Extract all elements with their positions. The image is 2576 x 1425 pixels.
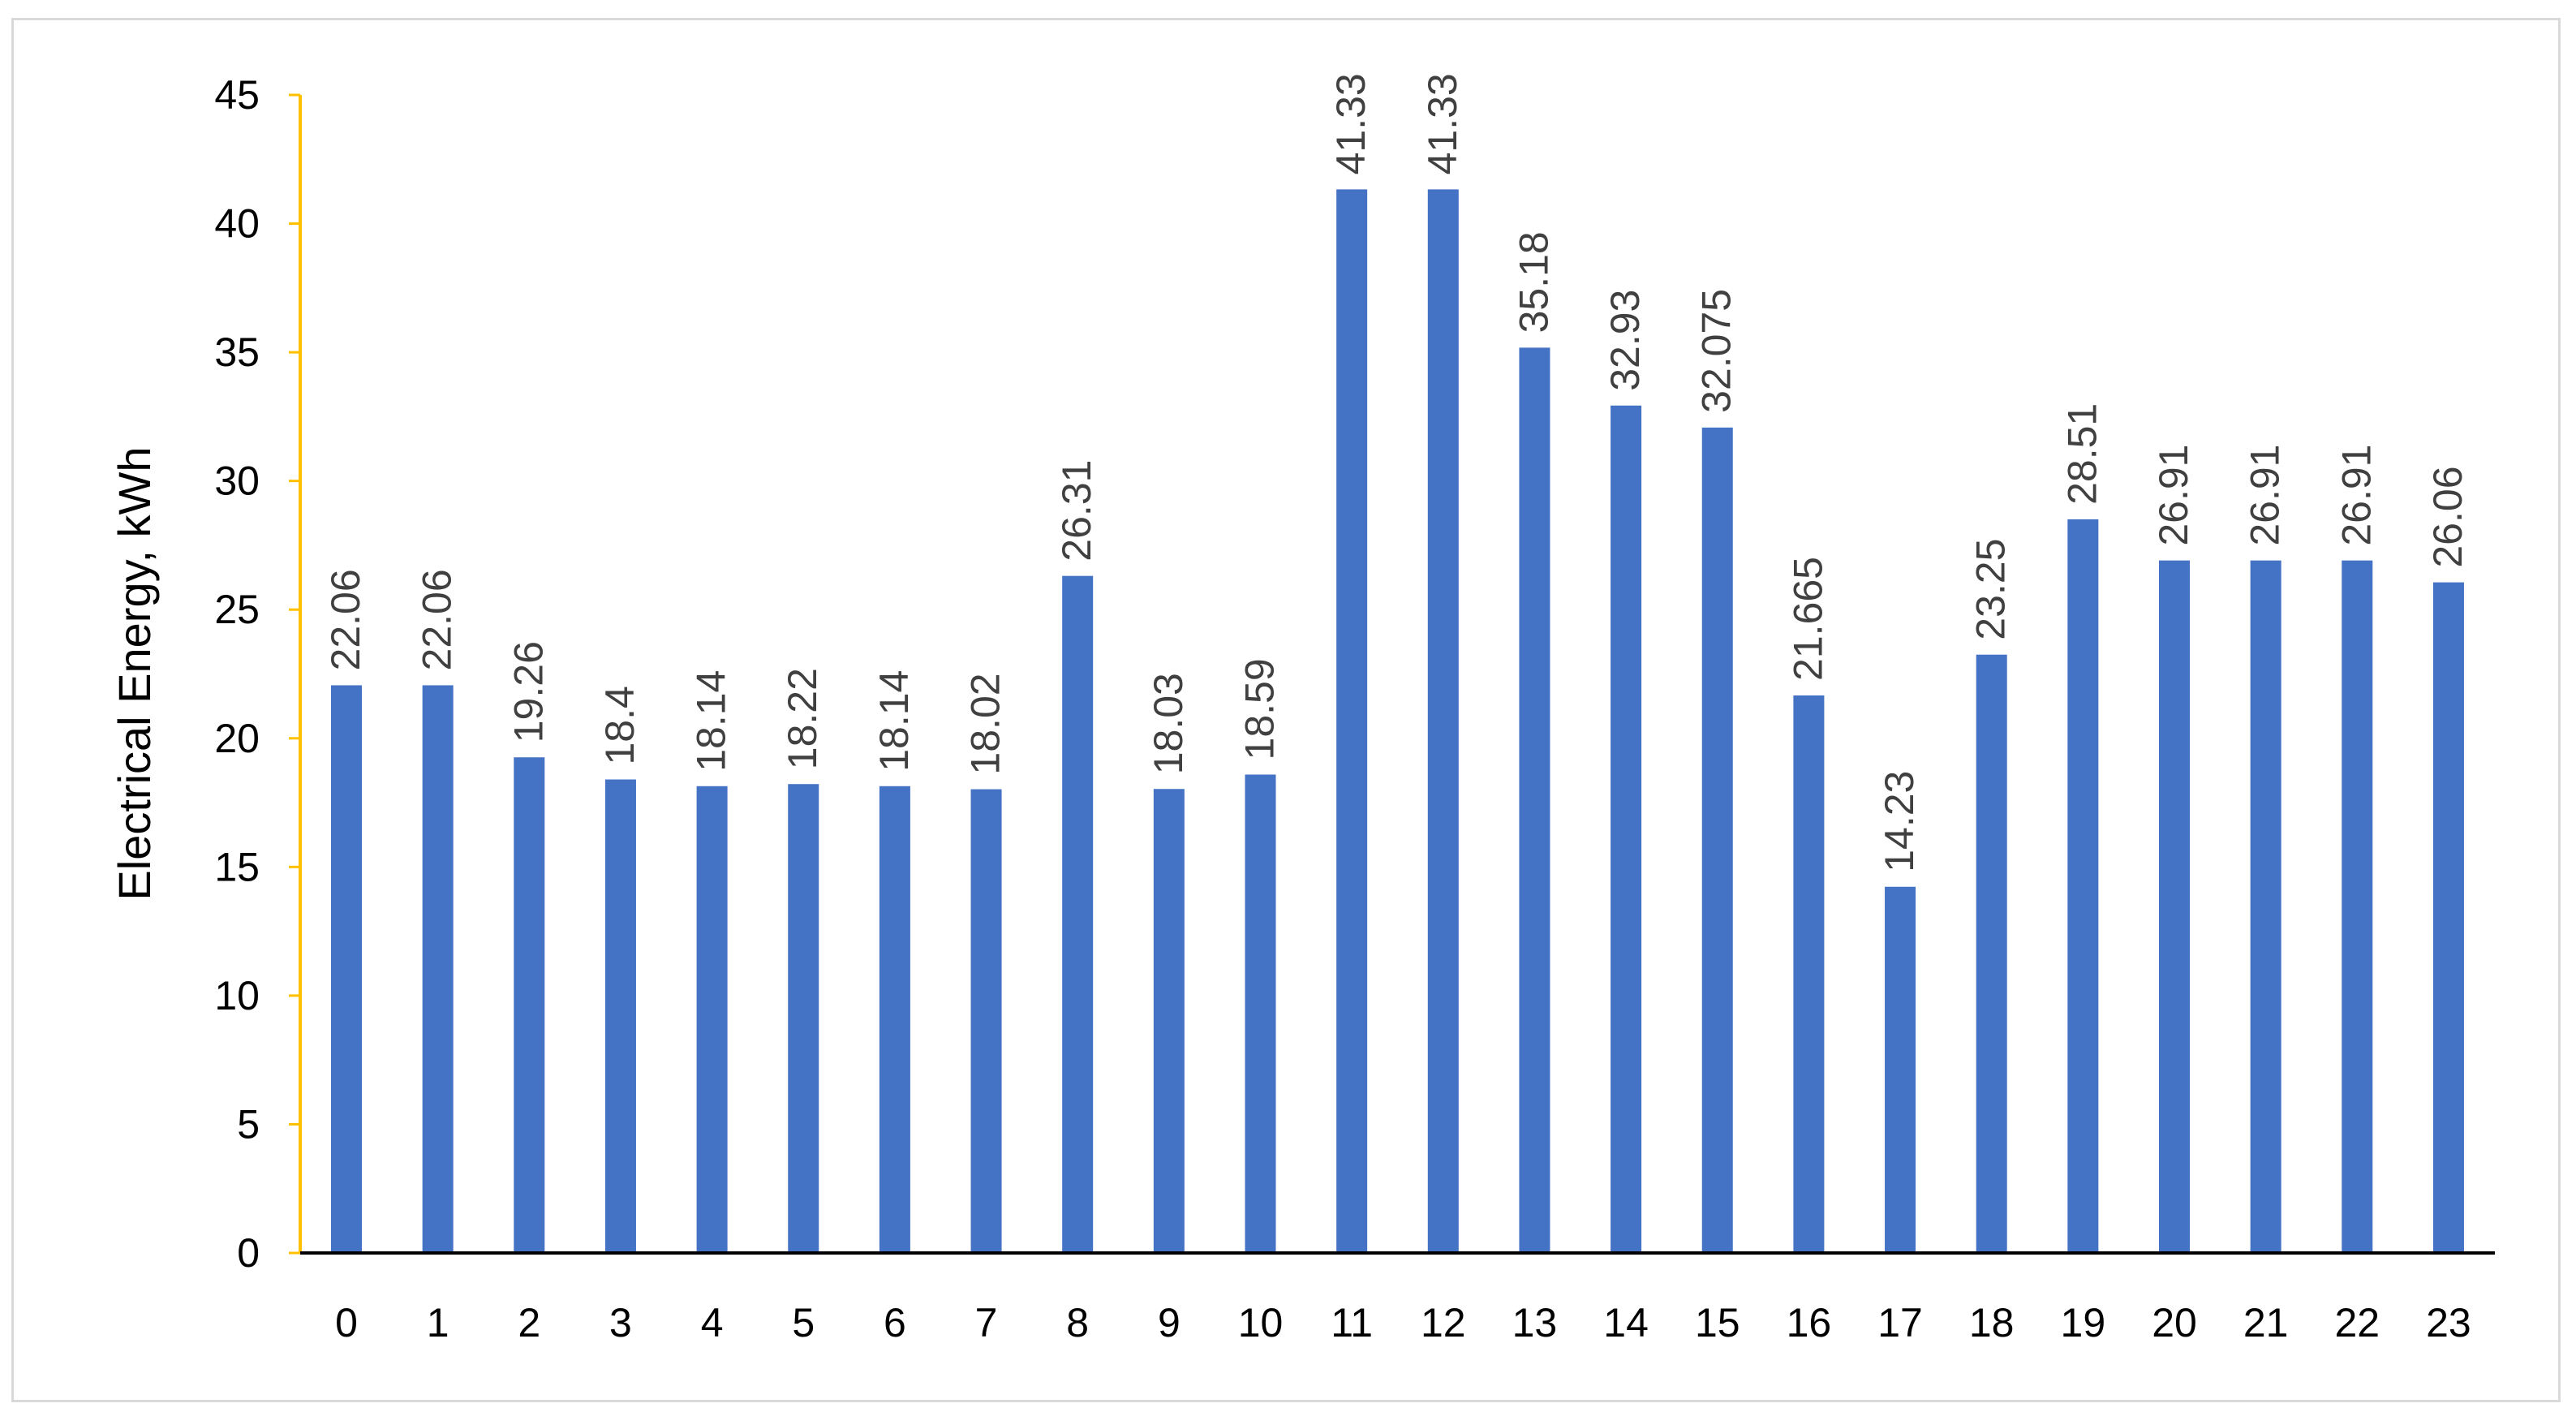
y-axis-label: Electrical Energy, kWh xyxy=(109,446,160,900)
data-label: 22.06 xyxy=(415,569,460,670)
x-tick-label: 2 xyxy=(518,1300,540,1345)
x-tick-label: 1 xyxy=(427,1300,449,1345)
bar xyxy=(1885,886,1916,1253)
y-tick-label: 30 xyxy=(214,458,260,504)
data-label: 32.075 xyxy=(1694,289,1740,413)
bar xyxy=(1976,654,2007,1253)
data-label: 18.22 xyxy=(780,668,825,769)
data-label: 35.18 xyxy=(1511,231,1556,333)
x-tick-label: 20 xyxy=(2152,1300,2197,1345)
y-tick-label: 45 xyxy=(214,72,260,118)
x-tick-label: 12 xyxy=(1421,1300,1466,1345)
data-label: 14.23 xyxy=(1877,771,1922,872)
data-label: 26.91 xyxy=(2333,445,2379,546)
data-label: 23.25 xyxy=(1968,539,2014,640)
y-tick-label: 0 xyxy=(237,1230,260,1276)
data-label: 22.06 xyxy=(323,569,368,670)
data-labels: 22.06 22.06 19.26 18.4 18.14 18.22 18.14 18.02 2… xyxy=(323,73,2471,872)
data-label: 41.33 xyxy=(1328,73,1374,174)
x-tick-label: 18 xyxy=(1969,1300,2015,1345)
x-tick-label: 15 xyxy=(1695,1300,1740,1345)
bar xyxy=(1611,405,1642,1253)
data-label: 21.665 xyxy=(1785,557,1830,681)
x-tick-label: 17 xyxy=(1877,1300,1923,1345)
y-axis-ticks: 0 5 10 15 20 25 30 35 40 45 xyxy=(214,72,300,1276)
data-label: 28.51 xyxy=(2059,403,2105,505)
x-tick-label: 21 xyxy=(2243,1300,2289,1345)
bar xyxy=(1062,575,1094,1253)
bar xyxy=(1701,427,1733,1253)
x-tick-label: 22 xyxy=(2334,1300,2380,1345)
bar xyxy=(2159,560,2190,1253)
bar xyxy=(2067,519,2099,1253)
data-label: 26.91 xyxy=(2151,445,2196,546)
data-label: 26.91 xyxy=(2243,445,2288,546)
data-label: 26.31 xyxy=(1054,460,1099,562)
bar xyxy=(788,784,819,1253)
x-tick-label: 19 xyxy=(2061,1300,2106,1345)
data-label: 18.14 xyxy=(689,670,734,772)
data-label: 18.4 xyxy=(597,686,643,764)
bar xyxy=(1153,789,1185,1253)
y-tick-label: 10 xyxy=(214,973,260,1018)
x-tick-label: 8 xyxy=(1066,1300,1089,1345)
data-label: 41.33 xyxy=(1420,73,1465,174)
bar xyxy=(879,786,910,1253)
x-axis-ticks: 0 1 2 3 4 5 6 7 8 9 10 11 12 13 14 15 16 17 18 19 20 21 22 23 xyxy=(335,1300,2471,1345)
x-tick-label: 5 xyxy=(792,1300,815,1345)
x-tick-label: 16 xyxy=(1787,1300,1832,1345)
y-tick-label: 35 xyxy=(214,329,260,375)
y-tick-label: 15 xyxy=(214,844,260,889)
bar xyxy=(2250,560,2281,1253)
bar xyxy=(2432,582,2464,1253)
x-tick-label: 0 xyxy=(335,1300,358,1345)
bar xyxy=(1427,189,1459,1254)
data-label: 19.26 xyxy=(505,641,551,743)
bars xyxy=(331,189,2464,1254)
bar xyxy=(1793,695,1825,1253)
bar xyxy=(970,789,1002,1253)
bar xyxy=(604,779,636,1253)
x-tick-label: 11 xyxy=(1331,1300,1373,1345)
data-label: 18.14 xyxy=(871,670,917,772)
x-tick-label: 4 xyxy=(701,1300,724,1345)
bar xyxy=(514,757,545,1253)
bar xyxy=(1336,189,1368,1254)
x-tick-label: 3 xyxy=(609,1300,632,1345)
x-tick-label: 23 xyxy=(2426,1300,2471,1345)
bar xyxy=(2342,560,2373,1253)
x-tick-label: 6 xyxy=(884,1300,906,1345)
x-tick-label: 14 xyxy=(1603,1300,1649,1345)
bar xyxy=(331,685,362,1253)
bar xyxy=(1519,347,1550,1254)
x-tick-label: 13 xyxy=(1512,1300,1558,1345)
bar xyxy=(1245,774,1276,1253)
data-label: 18.03 xyxy=(1146,673,1191,774)
data-label: 18.59 xyxy=(1237,658,1283,760)
data-label: 26.06 xyxy=(2425,466,2471,567)
y-tick-label: 25 xyxy=(214,587,260,632)
y-tick-label: 5 xyxy=(237,1101,260,1147)
y-tick-label: 40 xyxy=(214,201,260,247)
x-tick-label: 7 xyxy=(975,1300,998,1345)
data-label: 18.02 xyxy=(963,673,1008,774)
bar xyxy=(696,786,728,1253)
y-tick-label: 20 xyxy=(214,716,260,761)
x-tick-label: 10 xyxy=(1238,1300,1284,1345)
x-tick-label: 9 xyxy=(1158,1300,1180,1345)
bar xyxy=(422,685,454,1253)
data-label: 32.93 xyxy=(1602,290,1648,391)
